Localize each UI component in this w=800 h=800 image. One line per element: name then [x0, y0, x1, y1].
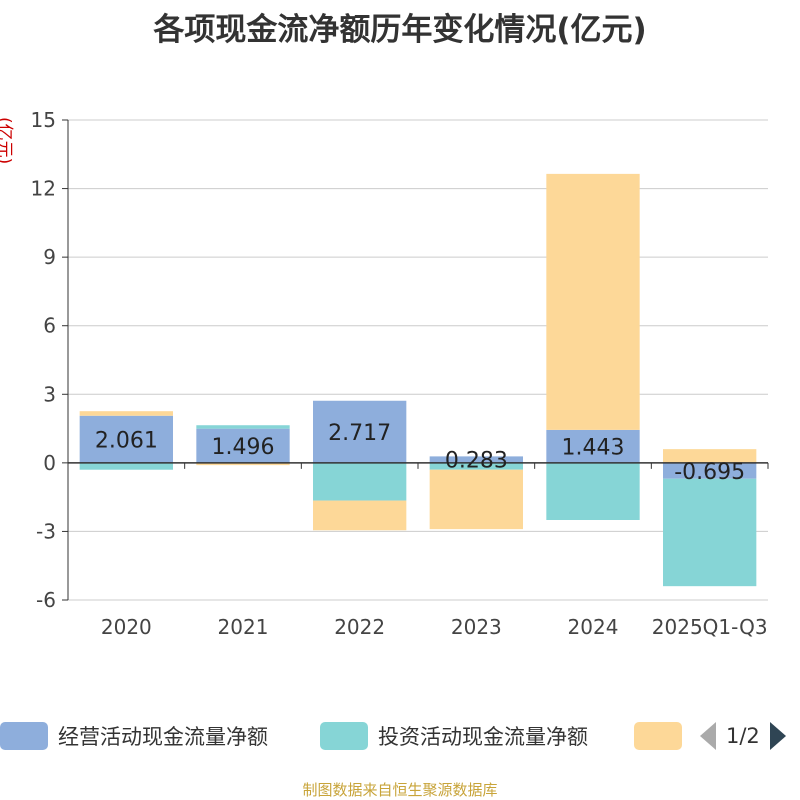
y-tick-label: 3 — [43, 382, 56, 406]
x-tick-label: 2023 — [451, 615, 502, 639]
bar-series0-2025Q1-Q3[interactable] — [663, 462, 757, 479]
x-tick-label: 2021 — [218, 615, 269, 639]
bar-series0-2020[interactable] — [79, 415, 173, 463]
data-label-2020: 2.061 — [95, 428, 158, 453]
y-tick-label: 9 — [43, 245, 56, 269]
bar-series2-2025Q1-Q3[interactable] — [663, 449, 757, 463]
data-label-2025Q1-Q3: -0.695 — [674, 460, 745, 485]
y-tick-label: 0 — [43, 451, 56, 475]
y-tick-label: -3 — [36, 519, 56, 543]
legend-page-indicator: 1/2 — [726, 724, 760, 748]
legend-swatch-investing — [320, 722, 368, 750]
chart-title: 各项现金流净额历年变化情况(亿元) — [153, 12, 647, 48]
y-tick-label: 15 — [31, 108, 56, 132]
x-tick-label: 2022 — [334, 615, 385, 639]
x-tick-label: 2024 — [568, 615, 619, 639]
bar-series2-2021[interactable] — [196, 462, 290, 466]
bar-series2-2020[interactable] — [79, 411, 173, 416]
legend-label-operating: 经营活动现金流量净额 — [58, 725, 268, 749]
legend-prev-icon[interactable] — [700, 722, 716, 750]
bar-series0-2024[interactable] — [546, 429, 640, 463]
source-note: 制图数据来自恒生聚源数据库 — [302, 781, 498, 799]
grid-lines — [68, 119, 768, 601]
y-tick-label: -6 — [36, 588, 56, 612]
bar-series2-2023[interactable] — [429, 469, 523, 530]
bar-series1-2023[interactable] — [429, 462, 523, 470]
legend: 经营活动现金流量净额 投资活动现金流量净额 1/2 — [0, 716, 800, 756]
legend-pager: 1/2 — [700, 716, 786, 756]
bar-series1-2021[interactable] — [196, 425, 290, 429]
legend-next-icon[interactable] — [769, 722, 786, 750]
data-label-2021: 1.496 — [212, 435, 275, 460]
legend-item-operating[interactable]: 经营活动现金流量净额 — [0, 716, 268, 756]
bar-series1-2022[interactable] — [313, 462, 407, 501]
legend-swatch-third — [634, 722, 682, 750]
bar-series0-2023[interactable] — [429, 456, 523, 463]
bar-series1-2025Q1-Q3[interactable] — [663, 478, 757, 587]
chart-plot: 15 12 9 6 3 0 -3 -6 2020 2021 2022 2023 2024 2025Q1-Q… — [31, 108, 769, 639]
bar-series2-2024[interactable] — [546, 173, 640, 430]
legend-item-third[interactable] — [634, 716, 682, 756]
y-tick-label: 6 — [43, 314, 56, 338]
data-label-2022: 2.717 — [328, 421, 391, 446]
bar-series1-2020[interactable] — [79, 462, 173, 470]
data-labels: 2.061 1.496 2.717 0.283 1.443 -0.695 — [95, 421, 745, 485]
data-label-2024: 1.443 — [562, 435, 625, 460]
legend-item-investing[interactable]: 投资活动现金流量净额 — [320, 716, 588, 756]
data-label-2023: 0.283 — [445, 449, 508, 474]
axes: 15 12 9 6 3 0 -3 -6 2020 2021 2022 2023 2024 2025Q1-Q… — [31, 108, 769, 639]
x-tick-label: 2020 — [101, 615, 152, 639]
bars — [79, 173, 757, 587]
x-tick-label: 2025Q1-Q3 — [652, 615, 768, 639]
bar-series0-2022[interactable] — [313, 400, 407, 463]
bar-series1-2024[interactable] — [546, 462, 640, 520]
bar-series0-2021[interactable] — [196, 428, 290, 463]
legend-swatch-operating — [0, 722, 48, 750]
bar-series2-2022[interactable] — [313, 500, 407, 531]
y-tick-label: 12 — [31, 177, 56, 201]
legend-label-investing: 投资活动现金流量净额 — [378, 725, 588, 749]
